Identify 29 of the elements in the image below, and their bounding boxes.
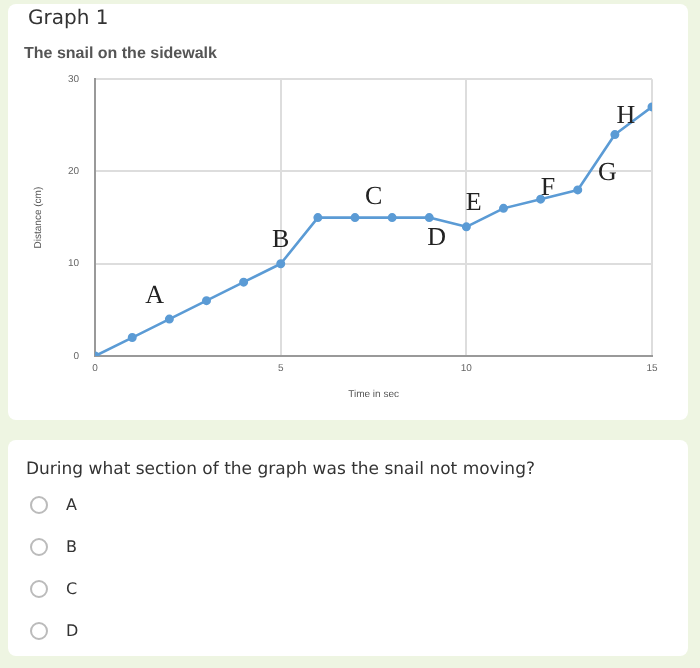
- annotation: G: [598, 156, 617, 187]
- text: A: [66, 496, 77, 514]
- annotation: C: [364, 180, 383, 211]
- point: [387, 213, 397, 223]
- point: [461, 222, 471, 232]
- text: C: [66, 580, 78, 598]
- text: D: [66, 622, 79, 640]
- annotation: D: [427, 220, 447, 251]
- caption: Graph 1: [28, 8, 109, 30]
- annotation: H: [616, 98, 636, 129]
- chart-title: The snail on the sidewalk: [24, 44, 219, 63]
- text: B: [66, 538, 77, 556]
- annotation: B: [272, 222, 291, 253]
- point: [424, 213, 434, 223]
- point: [610, 130, 620, 140]
- point: [313, 213, 323, 223]
- annotation: E: [465, 185, 482, 216]
- point: [239, 277, 249, 287]
- annotation: A: [145, 278, 166, 309]
- point: [350, 213, 360, 223]
- annotation: F: [540, 170, 556, 201]
- point: [276, 259, 286, 269]
- point: [573, 185, 583, 195]
- text: During what section of the graph was the snail not moving?: [26, 460, 535, 480]
- point: [164, 314, 174, 324]
- point: [127, 333, 137, 343]
- point: [499, 203, 508, 213]
- point: [202, 296, 211, 306]
- point: [536, 194, 546, 204]
